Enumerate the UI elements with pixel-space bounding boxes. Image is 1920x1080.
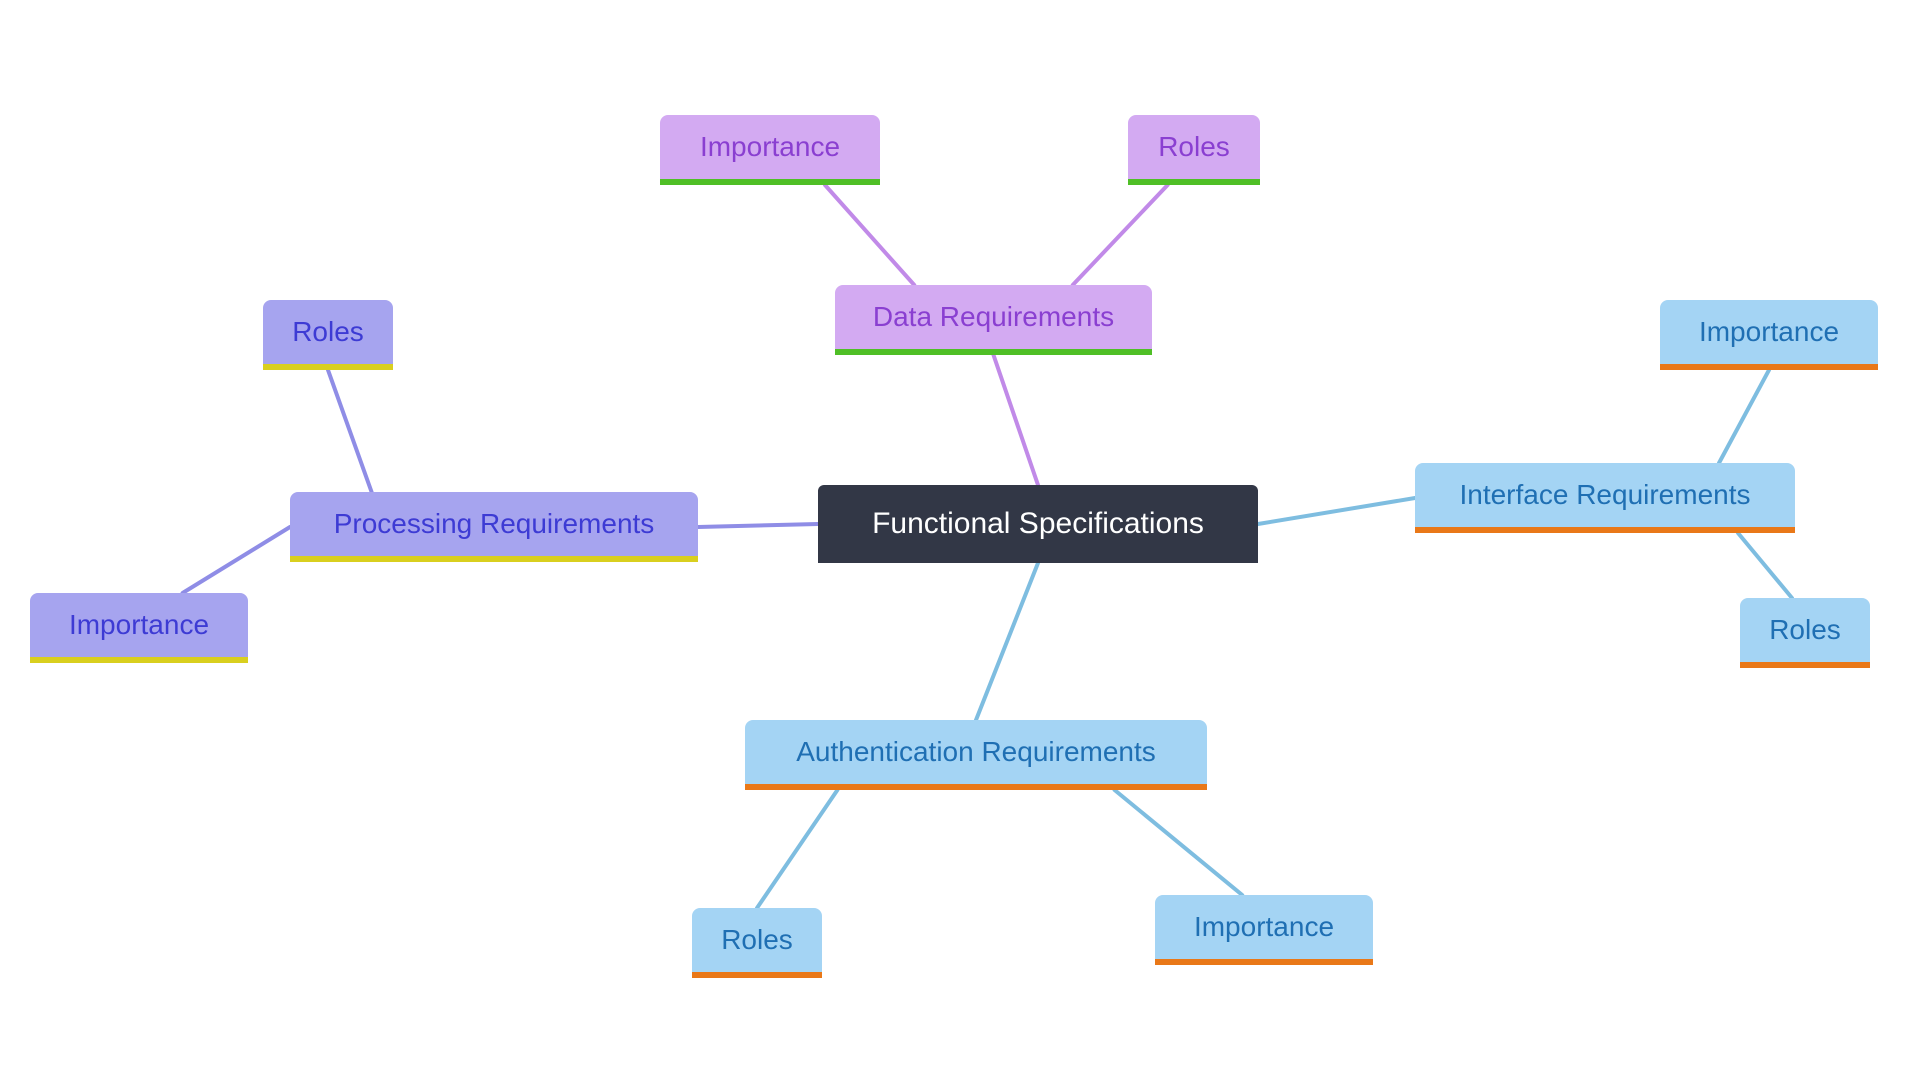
node-authentication-requirements: Authentication Requirements (745, 720, 1207, 790)
node-processing-requirements-label: Processing Requirements (334, 508, 655, 540)
mindmap-canvas: Functional Specifications Data Requireme… (0, 0, 1920, 1080)
node-processing-roles: Roles (263, 300, 393, 370)
node-processing-requirements: Processing Requirements (290, 492, 698, 562)
node-data-requirements-label: Data Requirements (873, 301, 1114, 333)
node-interface-importance-label: Importance (1699, 316, 1839, 348)
node-root: Functional Specifications (818, 485, 1258, 563)
node-interface-roles: Roles (1740, 598, 1870, 668)
node-authentication-importance: Importance (1155, 895, 1373, 965)
node-processing-importance: Importance (30, 593, 248, 663)
node-data-requirements: Data Requirements (835, 285, 1152, 355)
node-authentication-requirements-label: Authentication Requirements (796, 736, 1156, 768)
node-interface-roles-label: Roles (1769, 614, 1841, 646)
node-data-roles-label: Roles (1158, 131, 1230, 163)
node-processing-roles-label: Roles (292, 316, 364, 348)
node-processing-importance-label: Importance (69, 609, 209, 641)
node-interface-requirements: Interface Requirements (1415, 463, 1795, 533)
node-data-importance: Importance (660, 115, 880, 185)
node-data-importance-label: Importance (700, 131, 840, 163)
node-authentication-importance-label: Importance (1194, 911, 1334, 943)
node-root-label: Functional Specifications (872, 507, 1204, 541)
node-authentication-roles: Roles (692, 908, 822, 978)
node-interface-requirements-label: Interface Requirements (1459, 479, 1750, 511)
node-interface-importance: Importance (1660, 300, 1878, 370)
node-data-roles: Roles (1128, 115, 1260, 185)
node-authentication-roles-label: Roles (721, 924, 793, 956)
